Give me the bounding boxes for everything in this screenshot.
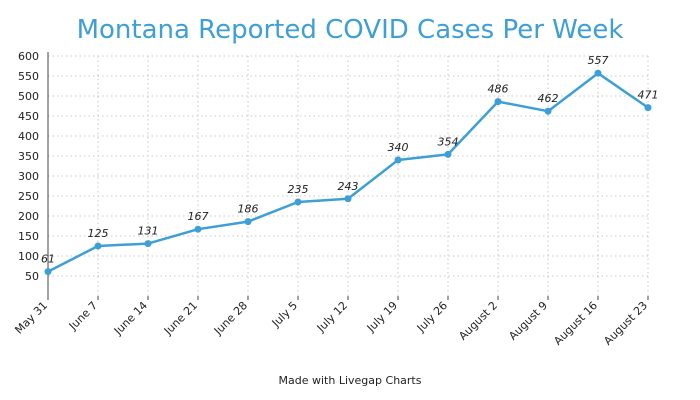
y-tick-label: 50	[25, 270, 39, 283]
y-tick-label: 100	[18, 250, 39, 263]
data-point	[44, 268, 52, 276]
data-label: 131	[138, 225, 159, 238]
x-tick-label: July 12	[314, 299, 350, 335]
data-point	[194, 225, 202, 233]
data-label: 471	[638, 89, 659, 102]
x-tick-label: May 31	[12, 299, 50, 337]
data-labels: 61 125 131 167 186 235 243 340 354 486 462 557 471	[41, 54, 659, 265]
data-label: 61	[41, 253, 55, 266]
x-tick-label: August 9	[506, 299, 550, 343]
data-label: 243	[338, 180, 359, 193]
data-point	[594, 69, 602, 77]
chart-title: Montana Reported COVID Cases Per Week	[77, 15, 624, 45]
grid	[48, 55, 649, 296]
y-tick-label: 200	[18, 210, 39, 223]
data-label: 354	[438, 135, 459, 148]
x-tick-label: June 7	[66, 299, 100, 333]
x-tick-label: July 19	[364, 299, 400, 335]
data-point	[94, 242, 102, 250]
data-point	[344, 195, 352, 203]
x-tick-label: June 21	[161, 299, 200, 338]
data-point	[144, 240, 152, 248]
y-tick-label: 350	[18, 150, 39, 163]
y-tick-label: 450	[18, 110, 39, 123]
data-label: 235	[288, 183, 309, 196]
data-label: 186	[238, 203, 259, 216]
footer-credit: Made with Livegap Charts	[279, 374, 422, 387]
y-axis-ticks: 50 100 150 200 250 300 350 400 450 500 550 600	[18, 50, 39, 283]
x-tick-label: June 14	[111, 299, 150, 338]
data-label: 340	[388, 141, 409, 154]
x-tick-label: August 2	[456, 299, 500, 343]
x-tick-label: July 26	[414, 299, 450, 335]
data-point	[494, 98, 502, 106]
axes	[47, 52, 649, 300]
data-label: 125	[88, 227, 109, 240]
series	[44, 69, 652, 276]
y-tick-label: 250	[18, 190, 39, 203]
y-tick-label: 550	[18, 70, 39, 83]
x-tick-label: August 23	[601, 299, 650, 348]
y-tick-label: 600	[18, 50, 39, 63]
y-tick-label: 500	[18, 90, 39, 103]
data-label: 167	[188, 210, 209, 223]
data-point	[244, 218, 252, 226]
data-point	[394, 156, 402, 164]
y-tick-label: 300	[18, 170, 39, 183]
data-point	[294, 198, 302, 206]
y-tick-label: 400	[18, 130, 39, 143]
x-tick-label: June 28	[211, 299, 250, 338]
data-label: 462	[538, 92, 559, 105]
data-label: 557	[588, 54, 609, 67]
data-label: 486	[488, 83, 509, 96]
x-tick-label: July 5	[269, 299, 300, 330]
data-point	[444, 150, 452, 158]
data-point	[544, 107, 552, 115]
y-tick-label: 150	[18, 230, 39, 243]
x-tick-label: August 16	[551, 299, 600, 348]
x-axis-ticks: May 31 June 7 June 14 June 21 June 28 July 5 J…	[12, 299, 650, 348]
data-point	[644, 104, 652, 112]
